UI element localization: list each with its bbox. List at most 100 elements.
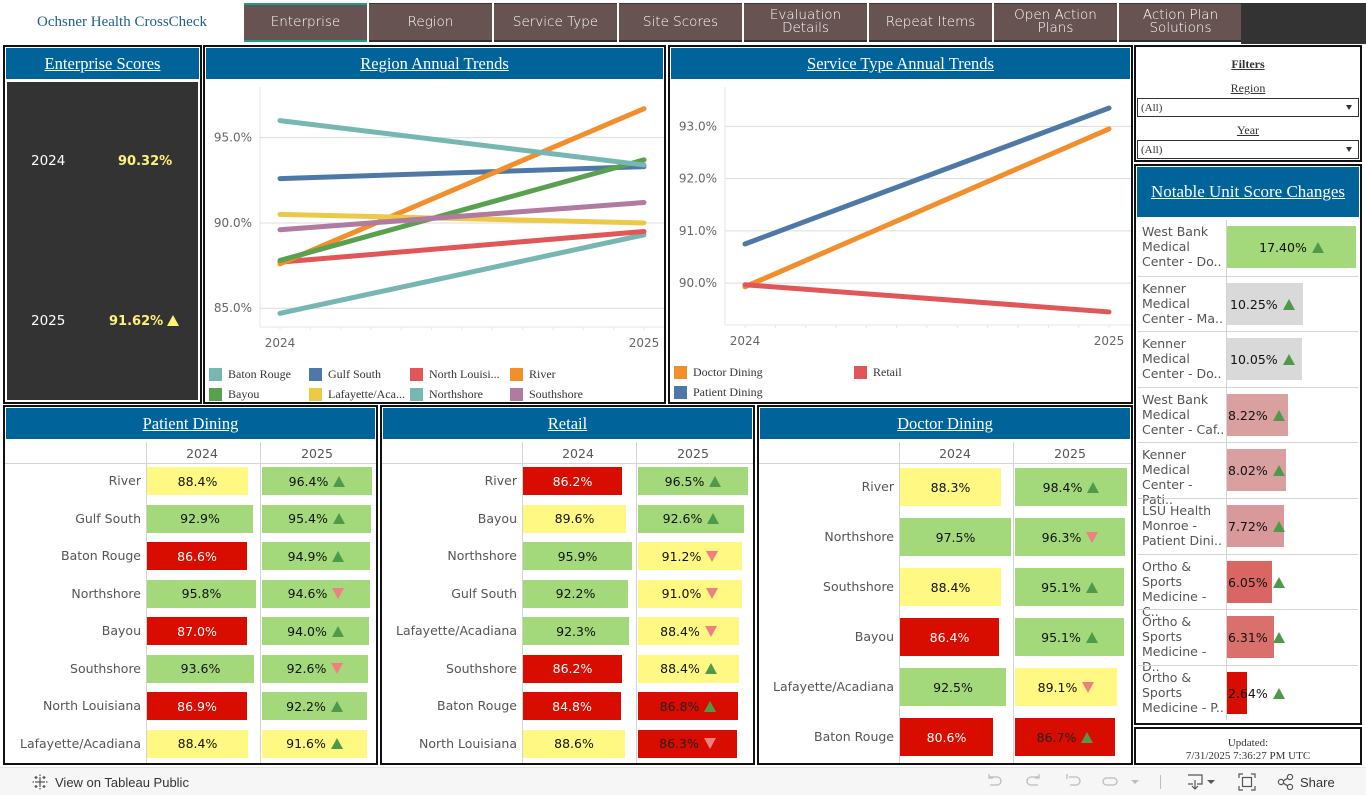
score-cell-2025[interactable]: 92.2%: [262, 692, 367, 720]
share-button[interactable]: Share: [1277, 774, 1335, 790]
table-row[interactable]: Bayou 86.4% 95.1%: [759, 618, 1131, 656]
year-filter-dropdown[interactable]: (All): [1137, 140, 1359, 159]
table-row[interactable]: River 88.4% 96.4%: [5, 467, 376, 495]
enterprise-score-row[interactable]: 2024 90.32%: [7, 151, 198, 171]
score-cell-2024[interactable]: 88.4%: [147, 729, 248, 758]
legend-item[interactable]: Patient Dining: [674, 385, 763, 400]
column-header[interactable]: 2024: [186, 446, 218, 461]
score-cell-2024[interactable]: 87.0%: [147, 617, 247, 645]
score-cell-2024[interactable]: 88.4%: [900, 568, 1001, 606]
series-line-southshore[interactable]: [277, 199, 647, 233]
table-row[interactable]: North Louisiana 86.9% 92.2%: [5, 692, 376, 720]
legend-item[interactable]: Doctor Dining: [674, 365, 763, 380]
score-cell-2025[interactable]: 95.1%: [1015, 618, 1124, 656]
table-row[interactable]: Lafayette/Acadiana 88.4% 91.6%: [5, 729, 376, 758]
score-cell-2025[interactable]: 92.6%: [638, 504, 744, 533]
notable-change-row[interactable]: Ortho & Sports Medicine - D.. 6.31%: [1138, 609, 1358, 674]
series-line-bayou[interactable]: [277, 157, 647, 263]
series-line-patient-dining[interactable]: [742, 105, 1112, 247]
table-row[interactable]: Lafayette/Acadiana 92.3% 88.4%: [382, 617, 753, 645]
notable-change-row[interactable]: West Bank Medical Center - Do.. 17.40%: [1138, 220, 1358, 276]
score-cell-2025[interactable]: 94.6%: [262, 579, 370, 608]
score-cell-2024[interactable]: 88.3%: [900, 468, 1001, 506]
nav-tab-region[interactable]: Region: [369, 3, 492, 42]
score-cell-2025[interactable]: 98.4%: [1015, 468, 1127, 506]
score-cell-2024[interactable]: 86.2%: [523, 467, 622, 495]
score-cell-2024[interactable]: 88.4%: [147, 467, 248, 495]
score-cell-2024[interactable]: 88.6%: [523, 729, 625, 758]
series-line-gulf-south[interactable]: [277, 164, 647, 182]
notable-change-row[interactable]: Ortho & Sports Medicine - P.. 2.64%: [1138, 664, 1358, 721]
score-cell-2024[interactable]: 80.6%: [900, 718, 993, 756]
column-header[interactable]: 2025: [677, 446, 709, 461]
retail-title[interactable]: Retail: [383, 408, 752, 439]
table-row[interactable]: Bayou 87.0% 94.0%: [5, 617, 376, 645]
table-row[interactable]: Northshore 95.9% 91.2%: [382, 542, 753, 570]
nav-tab-service-type[interactable]: Service Type: [494, 3, 617, 42]
table-row[interactable]: Southshore 88.4% 95.1%: [759, 568, 1131, 606]
score-cell-2025[interactable]: 95.1%: [1015, 568, 1124, 606]
legend-item[interactable]: Bayou: [209, 387, 259, 402]
legend-item[interactable]: Baton Rouge: [209, 367, 291, 382]
table-row[interactable]: River 86.2% 96.5%: [382, 467, 753, 495]
score-cell-2024[interactable]: 93.6%: [147, 654, 254, 683]
region-filter-dropdown[interactable]: (All): [1137, 98, 1359, 117]
score-cell-2024[interactable]: 95.9%: [523, 542, 632, 570]
score-cell-2025[interactable]: 94.0%: [262, 617, 369, 645]
table-row[interactable]: Northshore 95.8% 94.6%: [5, 579, 376, 608]
notable-changes-title[interactable]: Notable Unit Score Changes: [1137, 167, 1359, 217]
table-row[interactable]: Southshore 86.2% 88.4%: [382, 654, 753, 683]
score-cell-2025[interactable]: 86.3%: [638, 729, 737, 758]
score-cell-2024[interactable]: 89.6%: [523, 504, 626, 533]
table-row[interactable]: Southshore 93.6% 92.6%: [5, 654, 376, 683]
score-cell-2024[interactable]: 86.6%: [147, 542, 247, 570]
nav-tab-repeat-items[interactable]: Repeat Items: [869, 3, 992, 42]
redo-icon[interactable]: [1025, 773, 1043, 789]
score-cell-2025[interactable]: 88.4%: [638, 654, 739, 683]
region-trends-title[interactable]: Region Annual Trends: [206, 48, 663, 79]
score-cell-2024[interactable]: 95.8%: [147, 579, 256, 608]
score-cell-2025[interactable]: 88.4%: [638, 617, 739, 645]
legend-item[interactable]: Gulf South: [309, 367, 381, 382]
series-line-baton-rouge[interactable]: [277, 232, 647, 316]
column-header[interactable]: 2024: [939, 446, 971, 461]
legend-item[interactable]: River: [510, 367, 556, 382]
score-cell-2025[interactable]: 94.9%: [262, 542, 370, 570]
region-trends-chart[interactable]: 85.0% 90.0% 95.0% 2024 2025: [205, 80, 664, 365]
score-cell-2025[interactable]: 96.5%: [638, 467, 748, 495]
column-header[interactable]: 2025: [301, 446, 333, 461]
enterprise-scores-title[interactable]: Enterprise Scores: [6, 48, 199, 79]
undo-icon[interactable]: [985, 773, 1003, 789]
column-header[interactable]: 2025: [1054, 446, 1086, 461]
series-line-river[interactable]: [277, 106, 647, 267]
series-line-doctor-dining[interactable]: [742, 126, 1112, 290]
score-cell-2024[interactable]: 92.3%: [523, 617, 629, 645]
notable-change-row[interactable]: Kenner Medical Center - Pati.. 8.02%: [1138, 442, 1358, 507]
legend-item[interactable]: Northshore: [410, 387, 483, 402]
score-cell-2024[interactable]: 92.2%: [523, 579, 628, 608]
score-cell-2025[interactable]: 86.8%: [638, 692, 738, 720]
legend-item[interactable]: Retail: [854, 365, 902, 380]
nav-tab-site-scores[interactable]: Site Scores: [619, 3, 742, 42]
series-line-northshore[interactable]: [277, 118, 647, 168]
nav-tab-action-plan-solutions[interactable]: Action Plan Solutions: [1119, 3, 1242, 42]
refresh-icon[interactable]: [1101, 773, 1119, 789]
table-row[interactable]: Baton Rouge 80.6% 86.7%: [759, 718, 1131, 756]
doctor-dining-title[interactable]: Doctor Dining: [760, 408, 1130, 439]
score-cell-2024[interactable]: 92.9%: [147, 504, 253, 533]
table-row[interactable]: North Louisiana 88.6% 86.3%: [382, 729, 753, 758]
table-row[interactable]: Gulf South 92.2% 91.0%: [382, 579, 753, 608]
series-line-lafayette-aca[interactable]: [277, 211, 647, 226]
enterprise-score-row[interactable]: 2025 91.62%: [7, 311, 198, 331]
column-header[interactable]: 2024: [562, 446, 594, 461]
series-line-retail[interactable]: [742, 282, 1112, 315]
score-cell-2025[interactable]: 96.4%: [262, 467, 372, 495]
legend-item[interactable]: Southshore: [510, 387, 583, 402]
score-cell-2024[interactable]: 86.2%: [523, 654, 622, 683]
table-row[interactable]: Gulf South 92.9% 95.4%: [5, 504, 376, 533]
score-cell-2024[interactable]: 86.9%: [147, 692, 247, 720]
download-icon[interactable]: [1186, 773, 1216, 791]
notable-change-row[interactable]: Kenner Medical Center - Do.. 10.05%: [1138, 331, 1358, 387]
table-row[interactable]: Bayou 89.6% 92.6%: [382, 504, 753, 533]
score-cell-2025[interactable]: 89.1%: [1015, 668, 1117, 706]
